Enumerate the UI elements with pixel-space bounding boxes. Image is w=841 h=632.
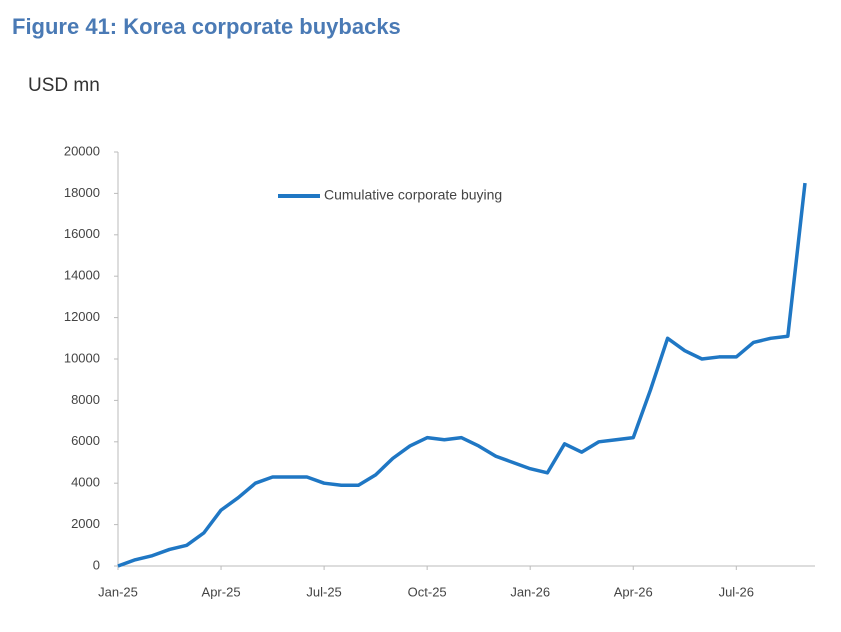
y-tick-label: 16000 xyxy=(64,226,100,241)
y-tick-label: 0 xyxy=(93,557,100,572)
y-tick-label: 10000 xyxy=(64,350,100,365)
y-tick-label: 12000 xyxy=(64,309,100,324)
line-series xyxy=(117,182,807,568)
y-tick-label: 18000 xyxy=(64,185,100,200)
x-tick-label: Apr-26 xyxy=(614,584,653,599)
x-tick-label: Jan-25 xyxy=(98,584,138,599)
y-tick-label: 20000 xyxy=(64,143,100,158)
legend-label: Cumulative corporate buying xyxy=(324,187,502,203)
x-tick-label: Jul-26 xyxy=(719,584,754,599)
x-tick-label: Oct-25 xyxy=(408,584,447,599)
y-tick-label: 8000 xyxy=(71,392,100,407)
y-axis-label: USD mn xyxy=(28,75,100,96)
y-tick-label: 6000 xyxy=(71,433,100,448)
x-tick-label: Jul-25 xyxy=(306,584,341,599)
y-tick-label: 14000 xyxy=(64,268,100,283)
y-tick-label: 4000 xyxy=(71,475,100,490)
x-tick-label: Jan-26 xyxy=(510,584,550,599)
x-tick-label: Apr-25 xyxy=(202,584,241,599)
y-tick-label: 2000 xyxy=(71,516,100,531)
chart-title: Figure 41: Korea corporate buybacks xyxy=(12,14,401,39)
